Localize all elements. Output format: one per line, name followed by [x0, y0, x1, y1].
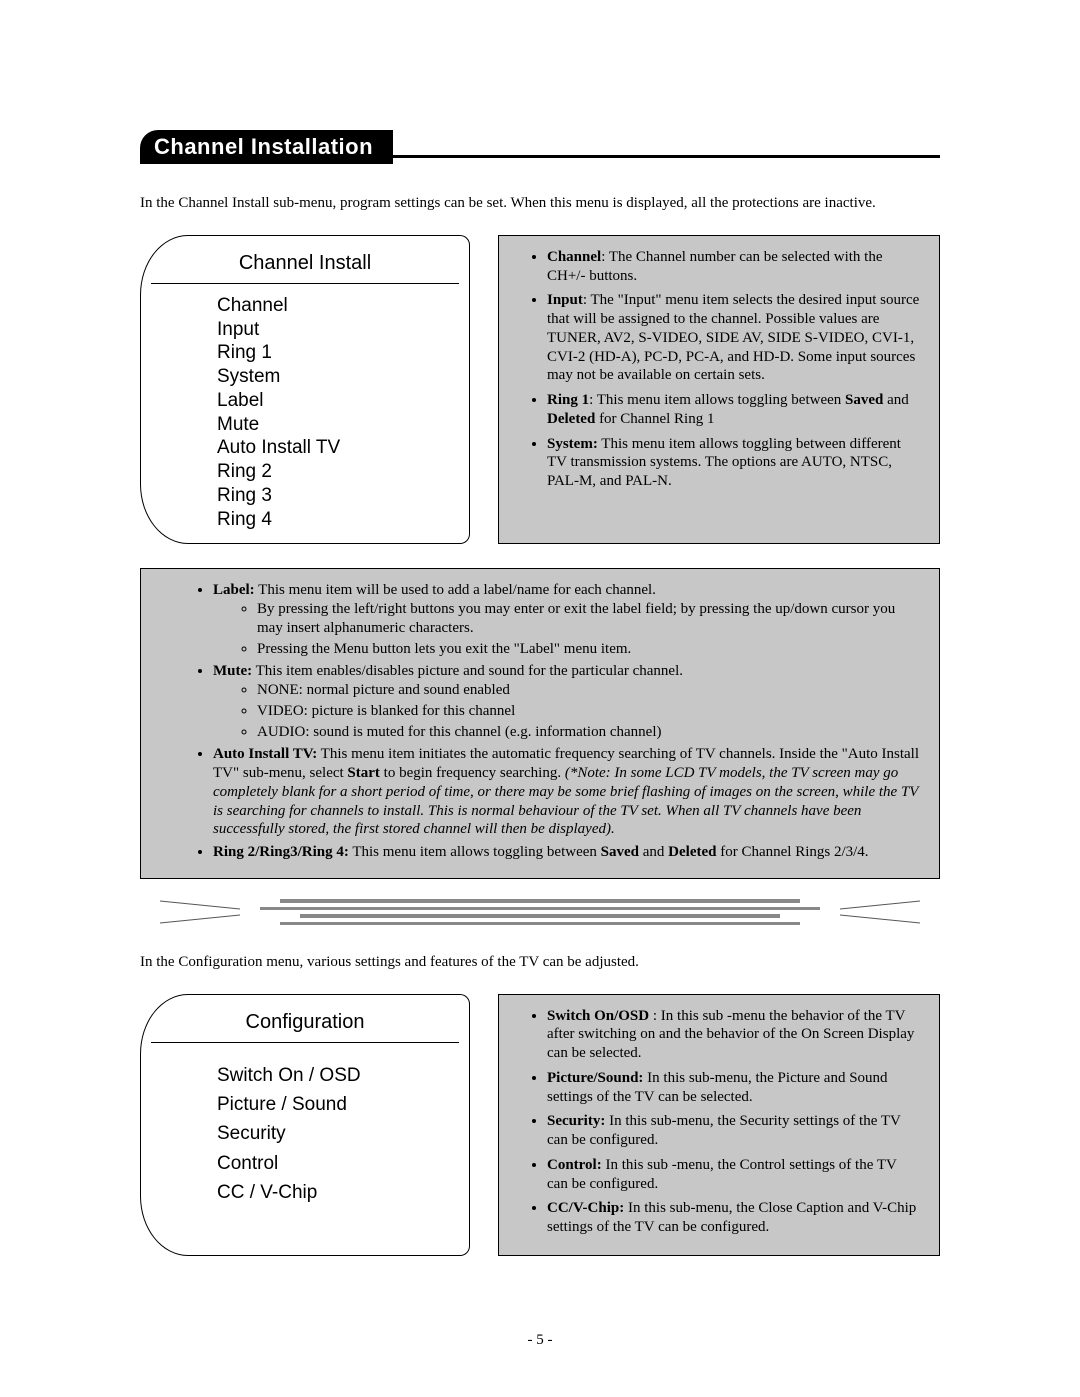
detail-text: to begin frequency searching. [380, 765, 565, 781]
menu-item: Ring 1 [217, 341, 469, 365]
menu-item: Mute [217, 413, 469, 437]
detail-item-label: Label: This menu item will be used to ad… [213, 581, 921, 658]
channel-install-menu: Channel Install Channel Input Ring 1 Sys… [140, 235, 470, 545]
menu-items: Channel Input Ring 1 System Label Mute A… [141, 294, 469, 532]
detail-text: for Channel Rings 2/3/4. [716, 844, 868, 860]
menu-item: System [217, 365, 469, 389]
info-label: Ring 1 [547, 392, 589, 408]
divider-graphic [140, 889, 940, 935]
info-item: Ring 1: This menu item allows toggling b… [547, 391, 921, 429]
menu-item: Label [217, 389, 469, 413]
detail-heading: Auto Install TV: [213, 746, 317, 762]
section-title: Channel Installation [140, 130, 393, 164]
info-label: Security: [547, 1113, 605, 1129]
detail-sublist: NONE: normal picture and sound enabled V… [213, 681, 921, 741]
menu-item: CC / V-Chip [217, 1178, 469, 1207]
info-item: Picture/Sound: In this sub-menu, the Pic… [547, 1069, 921, 1107]
channel-install-detail-box: Label: This menu item will be used to ad… [140, 568, 940, 879]
info-label: Control: [547, 1157, 602, 1173]
config-intro: In the Configuration menu, various setti… [140, 953, 940, 972]
info-item: Switch On/OSD : In this sub -menu the be… [547, 1007, 921, 1063]
detail-text: This menu item will be used to add a lab… [255, 582, 656, 598]
info-label: Picture/Sound: [547, 1070, 643, 1086]
detail-item-ring: Ring 2/Ring3/Ring 4: This menu item allo… [213, 843, 921, 862]
info-bold: Deleted [547, 411, 595, 427]
info-label: Switch On/OSD [547, 1008, 649, 1024]
info-text: This menu item allows toggling between d… [547, 436, 901, 490]
menu-item: Security [217, 1119, 469, 1148]
menu-item: Picture / Sound [217, 1090, 469, 1119]
detail-heading: Mute: [213, 663, 252, 679]
detail-item-mute: Mute: This item enables/disables picture… [213, 662, 921, 741]
menu-item: Channel [217, 294, 469, 318]
info-text: : This menu item allows toggling between [589, 392, 845, 408]
section-intro: In the Channel Install sub-menu, program… [140, 194, 940, 213]
menu-title: Channel Install [151, 248, 459, 284]
section-header-bar: Channel Installation [140, 130, 940, 164]
info-label: Channel [547, 249, 601, 265]
detail-heading: Ring 2/Ring3/Ring 4: [213, 844, 349, 860]
detail-text: and [639, 844, 668, 860]
detail-subitem: By pressing the left/right buttons you m… [257, 600, 921, 638]
detail-subitem: Pressing the Menu button lets you exit t… [257, 640, 921, 659]
info-label: System: [547, 436, 598, 452]
info-item: Input: The "Input" menu item selects the… [547, 291, 921, 385]
two-column-row-1: Channel Install Channel Input Ring 1 Sys… [140, 235, 940, 545]
info-item: Channel: The Channel number can be selec… [547, 248, 921, 286]
info-label: CC/V-Chip: [547, 1200, 624, 1216]
menu-item: Input [217, 318, 469, 342]
divider-icon [140, 889, 940, 935]
section-rule [393, 155, 940, 158]
info-text: : The "Input" menu item selects the desi… [547, 292, 919, 383]
menu-title: Configuration [151, 1007, 459, 1043]
info-item: Security: In this sub-menu, the Security… [547, 1112, 921, 1150]
menu-item: Control [217, 1149, 469, 1178]
detail-bold: Deleted [668, 844, 716, 860]
page-number: - 5 - [0, 1332, 1080, 1349]
detail-heading: Label: [213, 582, 255, 598]
menu-item: Switch On / OSD [217, 1061, 469, 1090]
detail-text: This item enables/disables picture and s… [252, 663, 683, 679]
detail-sublist: By pressing the left/right buttons you m… [213, 600, 921, 658]
detail-text: This menu item allows toggling between [349, 844, 601, 860]
menu-items: Switch On / OSD Picture / Sound Security… [141, 1053, 469, 1208]
detail-bold: Saved [601, 844, 639, 860]
menu-item: Auto Install TV [217, 436, 469, 460]
menu-item: Ring 4 [217, 508, 469, 532]
two-column-row-2: Configuration Switch On / OSD Picture / … [140, 994, 940, 1256]
info-text: for Channel Ring 1 [595, 411, 714, 427]
detail-item-auto: Auto Install TV: This menu item initiate… [213, 745, 921, 839]
info-item: System: This menu item allows toggling b… [547, 435, 921, 491]
detail-subitem: VIDEO: picture is blanked for this chann… [257, 702, 921, 721]
configuration-info-box: Switch On/OSD : In this sub -menu the be… [498, 994, 940, 1256]
info-item: CC/V-Chip: In this sub-menu, the Close C… [547, 1199, 921, 1237]
detail-bold: Start [347, 765, 380, 781]
info-bold: Saved [845, 392, 883, 408]
info-label: Input [547, 292, 583, 308]
page: Channel Installation In the Channel Inst… [0, 0, 1080, 1397]
detail-subitem: NONE: normal picture and sound enabled [257, 681, 921, 700]
detail-subitem: AUDIO: sound is muted for this channel (… [257, 723, 921, 742]
menu-item: Ring 3 [217, 484, 469, 508]
channel-install-info-box: Channel: The Channel number can be selec… [498, 235, 940, 545]
menu-item: Ring 2 [217, 460, 469, 484]
info-item: Control: In this sub -menu, the Control … [547, 1156, 921, 1194]
configuration-menu: Configuration Switch On / OSD Picture / … [140, 994, 470, 1256]
info-text: and [883, 392, 908, 408]
